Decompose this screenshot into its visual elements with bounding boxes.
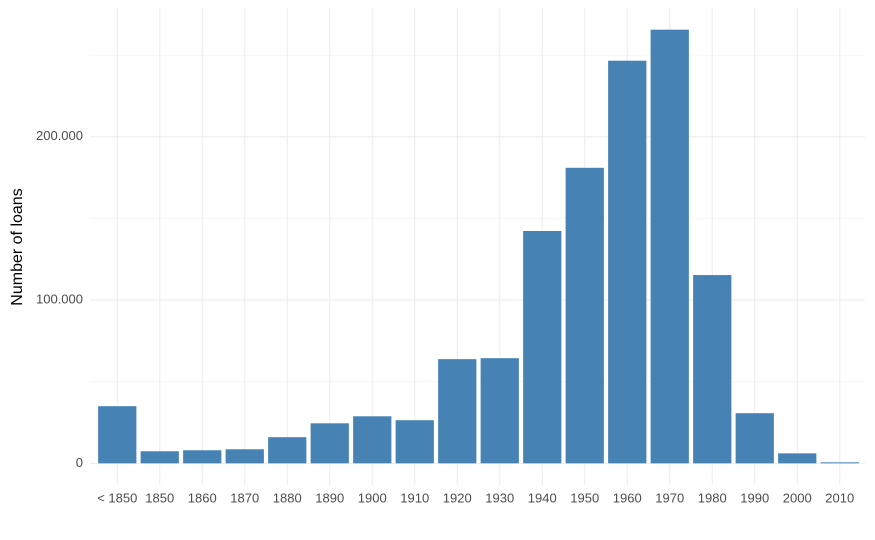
bar xyxy=(438,359,477,464)
y-tick-label: 200.000 xyxy=(36,128,83,143)
x-tick-label: 1870 xyxy=(230,490,259,505)
bar xyxy=(608,60,647,464)
x-tick-label: 1970 xyxy=(655,490,684,505)
bar xyxy=(353,416,392,464)
x-tick-label: 1980 xyxy=(698,490,727,505)
bar xyxy=(395,420,434,464)
x-tick-label: 1930 xyxy=(485,490,514,505)
x-tick-label: < 1850 xyxy=(97,490,137,505)
x-tick-label: 1890 xyxy=(315,490,344,505)
bar xyxy=(778,453,817,464)
x-tick-label: 1960 xyxy=(613,490,642,505)
bar xyxy=(140,451,179,464)
bar xyxy=(480,358,519,464)
bar xyxy=(565,167,604,464)
x-tick-label: 1850 xyxy=(145,490,174,505)
bar xyxy=(693,275,732,464)
bar xyxy=(735,413,774,464)
bar xyxy=(310,423,349,464)
x-tick-label: 1990 xyxy=(740,490,769,505)
x-tick-label: 1880 xyxy=(273,490,302,505)
bar xyxy=(183,450,222,464)
x-tick-label: 2000 xyxy=(783,490,812,505)
bar xyxy=(523,230,562,464)
bar xyxy=(268,437,307,464)
bar xyxy=(650,29,689,464)
y-axis-title: Number of loans xyxy=(9,188,26,305)
y-tick-label: 100.000 xyxy=(36,291,83,306)
x-tick-label: 1940 xyxy=(528,490,557,505)
bar xyxy=(820,462,859,464)
bar xyxy=(225,449,264,464)
x-tick-label: 2010 xyxy=(825,490,854,505)
x-tick-label: 1910 xyxy=(400,490,429,505)
y-tick-label: 0 xyxy=(76,455,83,470)
bar xyxy=(98,406,137,464)
x-tick-label: 1920 xyxy=(443,490,472,505)
x-tick-label: 1900 xyxy=(358,490,387,505)
x-tick-label: 1950 xyxy=(570,490,599,505)
x-tick-label: 1860 xyxy=(188,490,217,505)
